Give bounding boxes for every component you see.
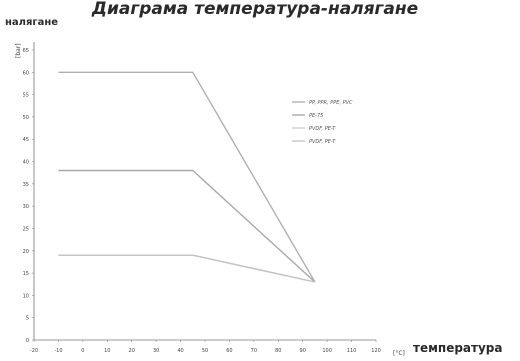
y-tick-label: 40 <box>23 160 29 166</box>
x-tick-label: 60 <box>226 348 232 354</box>
series-line-3 <box>58 254 316 283</box>
series-line-1 <box>58 71 316 283</box>
x-tick-label: -20 <box>30 348 38 354</box>
y-axis-label: налягане <box>5 17 58 28</box>
x-tick-label: 30 <box>153 348 159 354</box>
y-axis-unit: [bar] <box>15 43 22 58</box>
y-tick-label: 60 <box>23 70 29 76</box>
legend-label-3: PVDF, PE-T <box>309 126 336 132</box>
legend-label-1: PP, PPR, PPE, PVC <box>309 100 353 106</box>
legend: PP, PPR, PPE, PVC PE-75 PVDF, PE-T PVDF, PE… <box>292 100 353 145</box>
y-tick-label: 65 <box>23 48 29 54</box>
x-tick-label: 100 <box>322 348 332 354</box>
series-line-2 <box>58 169 316 283</box>
x-tick-label: 10 <box>104 348 110 354</box>
y-tick-label: 50 <box>23 115 29 121</box>
y-tick-label: 25 <box>23 226 29 232</box>
x-tick-label: 120 <box>371 348 381 354</box>
y-tick-label: 55 <box>23 93 29 99</box>
y-tick-label: 35 <box>23 182 29 188</box>
series-lines <box>58 71 316 283</box>
legend-label-4: PVDF, PE-T <box>309 139 336 145</box>
y-tick-label: 15 <box>23 271 29 277</box>
x-tick-label: 110 <box>347 348 357 354</box>
y-tick-label: 20 <box>23 249 29 255</box>
series-line-4 <box>58 254 316 283</box>
x-tick-label: 80 <box>275 348 281 354</box>
x-tick-label: 50 <box>202 348 208 354</box>
y-tick-label: 5 <box>26 316 29 322</box>
axes: 0 5 10 15 20 25 30 35 40 45 50 55 60 65 -20 -10 0 10 20 30 4… <box>23 42 381 354</box>
x-tick-label: 0 <box>81 348 84 354</box>
x-axis-label: температура <box>413 341 502 355</box>
x-tick-label: 20 <box>129 348 135 354</box>
y-tick-label: 10 <box>23 293 29 299</box>
legend-label-2: PE-75 <box>309 113 323 119</box>
chart-title: Диаграма температура-налягане <box>91 0 418 19</box>
x-tick-label: 70 <box>251 348 257 354</box>
y-tick-label: 0 <box>26 338 29 344</box>
x-axis-unit: [°C] <box>393 350 405 357</box>
y-tick-label: 30 <box>23 204 29 210</box>
x-tick-label: -10 <box>54 348 62 354</box>
x-tick-label: 40 <box>177 348 183 354</box>
x-tick-label: 90 <box>300 348 306 354</box>
y-tick-label: 45 <box>23 137 29 143</box>
